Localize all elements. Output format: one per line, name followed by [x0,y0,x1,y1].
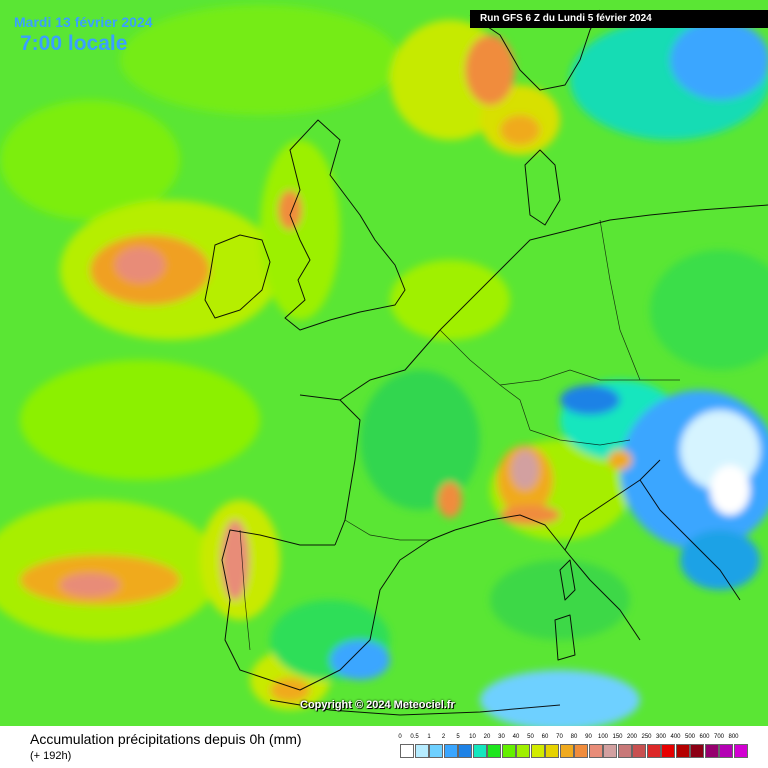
scale-label: 70 [556,734,563,740]
model-run-label: Run GFS 6 Z du Lundi 5 février 2024 [470,10,768,28]
scale-swatch [559,744,574,758]
scale-swatch [719,744,733,758]
forecast-date: Mardi 13 février 2024 [14,14,153,30]
scale-label: 5 [456,734,460,740]
scale-label: 1 [427,734,431,740]
country-borders [239,219,680,651]
scale-label: 90 [585,734,592,740]
scale-label: 150 [612,734,623,740]
scale-swatch [516,744,530,758]
scale-swatch [443,744,458,758]
scale-label: 700 [713,734,725,740]
scale-label: 300 [655,734,667,740]
coastlines [204,9,768,716]
scale-label: 600 [699,734,710,740]
scale-label: 250 [641,734,652,740]
forecast-time: 7:00 locale [20,32,128,55]
scale-swatch [487,744,501,758]
scale-swatch [632,744,646,758]
copyright-notice: Copyright © 2024 Meteociel.fr [300,699,455,711]
scale-swatch [675,744,690,758]
scale-label: 500 [684,734,696,740]
legend-subtitle: (+ 192h) [30,750,72,762]
scale-swatch [733,744,748,758]
scale-label: 0 [398,734,402,740]
scale-swatch [414,744,429,758]
scale-label: 80 [570,734,578,740]
scale-label: 60 [541,734,549,740]
scale-swatch [617,744,632,758]
scale-label: 100 [597,734,609,740]
legend-title: Accumulation précipitations depuis 0h (m… [30,731,302,747]
scale-swatch [400,744,414,758]
precip-field [0,5,768,726]
scale-swatch [458,744,472,758]
scale-label: 2 [441,734,446,740]
scale-swatch [690,744,704,758]
color-scale: 0 0.5 1 2 5 10 20 30 40 50 60 70 80 90 100 150 200 250 300… [398,734,752,764]
scale-swatch [429,744,443,758]
legend-footer: Accumulation précipitations depuis 0h (m… [0,726,768,768]
precipitation-map [0,0,768,726]
scale-label: 200 [626,734,638,740]
scale-swatch [530,744,545,758]
scale-swatch [472,744,487,758]
scale-swatch [646,744,661,758]
scale-swatch [574,744,588,758]
scale-swatch [661,744,675,758]
scale-label: 0.5 [410,734,419,740]
scale-label: 10 [469,734,476,740]
scale-label: 400 [670,734,681,740]
scale-swatch [603,744,617,758]
scale-label: 800 [728,734,739,740]
scale-swatch [501,744,516,758]
scale-swatch [704,744,719,758]
scale-label: 50 [527,734,534,740]
scale-swatch [545,744,559,758]
scale-swatch [588,744,603,758]
scale-label: 20 [483,734,491,740]
scale-label: 30 [498,734,505,740]
scale-label: 40 [512,734,520,740]
